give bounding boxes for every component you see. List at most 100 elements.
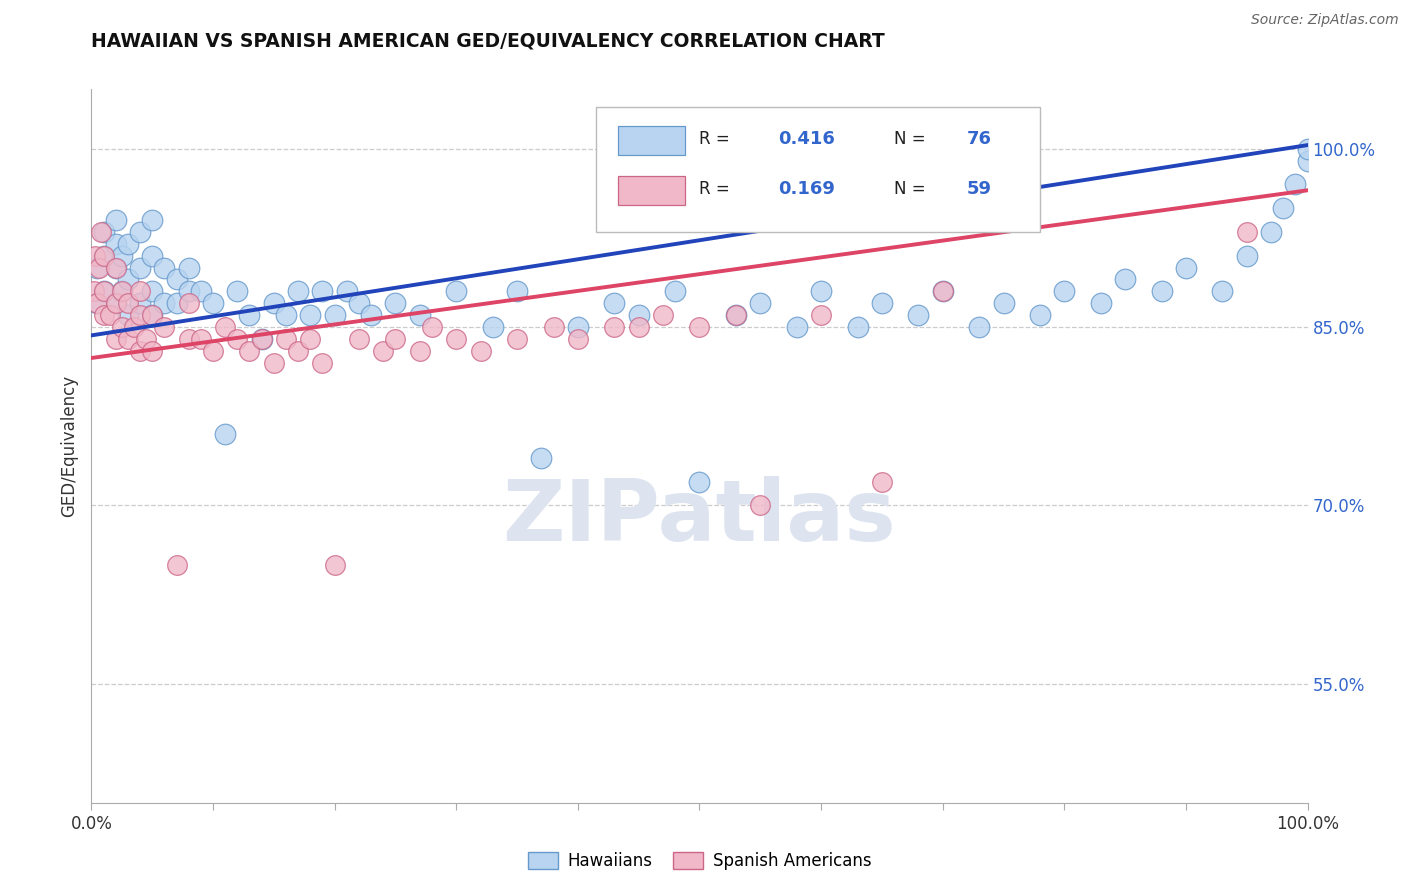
Point bbox=[506, 285, 529, 299]
Point bbox=[104, 332, 127, 346]
Point bbox=[177, 296, 200, 310]
Point bbox=[409, 343, 432, 358]
Bar bbox=[619, 177, 685, 205]
Point bbox=[111, 320, 134, 334]
Point bbox=[177, 285, 200, 299]
Point bbox=[93, 249, 115, 263]
Point bbox=[506, 332, 529, 346]
Point bbox=[141, 308, 163, 322]
Point bbox=[250, 332, 273, 346]
Point bbox=[323, 308, 346, 322]
Point bbox=[111, 285, 134, 299]
Legend: Hawaiians, Spanish Americans: Hawaiians, Spanish Americans bbox=[522, 845, 877, 877]
Point bbox=[311, 356, 333, 370]
Point bbox=[274, 332, 297, 346]
Point bbox=[263, 296, 285, 310]
Point bbox=[86, 260, 108, 275]
Point bbox=[347, 332, 370, 346]
Point bbox=[129, 296, 152, 310]
Point bbox=[129, 343, 152, 358]
Point bbox=[90, 225, 112, 239]
Point bbox=[810, 308, 832, 322]
Point bbox=[627, 308, 650, 322]
Point bbox=[177, 260, 200, 275]
Point bbox=[993, 296, 1015, 310]
Point bbox=[931, 285, 953, 299]
Point bbox=[153, 260, 176, 275]
Point bbox=[1114, 272, 1136, 286]
Point bbox=[444, 285, 467, 299]
Point bbox=[1260, 225, 1282, 239]
Y-axis label: GED/Equivalency: GED/Equivalency bbox=[60, 375, 79, 517]
Point bbox=[1284, 178, 1306, 192]
Point bbox=[870, 475, 893, 489]
Point bbox=[214, 320, 236, 334]
Point bbox=[1053, 285, 1076, 299]
Point bbox=[530, 450, 553, 465]
Point bbox=[98, 308, 121, 322]
Point bbox=[238, 343, 260, 358]
Point bbox=[470, 343, 492, 358]
Point bbox=[117, 332, 139, 346]
Point bbox=[93, 285, 115, 299]
Point bbox=[652, 308, 675, 322]
Point bbox=[104, 296, 127, 310]
Point bbox=[481, 320, 503, 334]
Point bbox=[129, 285, 152, 299]
Point bbox=[190, 332, 212, 346]
Point bbox=[444, 332, 467, 346]
Point bbox=[724, 308, 747, 322]
Point bbox=[664, 285, 686, 299]
Point bbox=[84, 249, 107, 263]
Point bbox=[93, 225, 115, 239]
Text: Source: ZipAtlas.com: Source: ZipAtlas.com bbox=[1251, 13, 1399, 28]
Text: 0.169: 0.169 bbox=[779, 180, 835, 198]
Point bbox=[409, 308, 432, 322]
Point bbox=[263, 356, 285, 370]
Point bbox=[287, 343, 309, 358]
Point bbox=[104, 260, 127, 275]
Point bbox=[141, 343, 163, 358]
Point bbox=[117, 236, 139, 251]
Point bbox=[226, 332, 249, 346]
Point bbox=[931, 285, 953, 299]
Point bbox=[129, 260, 152, 275]
Point bbox=[786, 320, 808, 334]
Point bbox=[129, 225, 152, 239]
Point bbox=[238, 308, 260, 322]
Point bbox=[141, 308, 163, 322]
Point bbox=[153, 320, 176, 334]
Point bbox=[166, 272, 188, 286]
Point bbox=[688, 475, 710, 489]
Point bbox=[373, 343, 395, 358]
Point bbox=[627, 320, 650, 334]
Text: N =: N = bbox=[894, 130, 931, 148]
Point bbox=[86, 296, 108, 310]
Text: 76: 76 bbox=[967, 130, 993, 148]
Point bbox=[135, 332, 157, 346]
Point bbox=[907, 308, 929, 322]
Point bbox=[104, 260, 127, 275]
Point bbox=[226, 285, 249, 299]
Point bbox=[104, 296, 127, 310]
Point bbox=[117, 272, 139, 286]
Point bbox=[287, 285, 309, 299]
FancyBboxPatch shape bbox=[596, 107, 1040, 232]
Point bbox=[688, 320, 710, 334]
Point bbox=[117, 308, 139, 322]
Point bbox=[93, 285, 115, 299]
Point bbox=[810, 285, 832, 299]
Point bbox=[117, 296, 139, 310]
Text: 0.416: 0.416 bbox=[779, 130, 835, 148]
Point bbox=[603, 296, 626, 310]
Point bbox=[967, 320, 990, 334]
Point bbox=[166, 558, 188, 572]
Point bbox=[1296, 142, 1319, 156]
Point bbox=[250, 332, 273, 346]
Point bbox=[111, 249, 134, 263]
Point bbox=[153, 296, 176, 310]
Point bbox=[323, 558, 346, 572]
Point bbox=[749, 296, 772, 310]
Point bbox=[122, 320, 145, 334]
Point bbox=[724, 308, 747, 322]
